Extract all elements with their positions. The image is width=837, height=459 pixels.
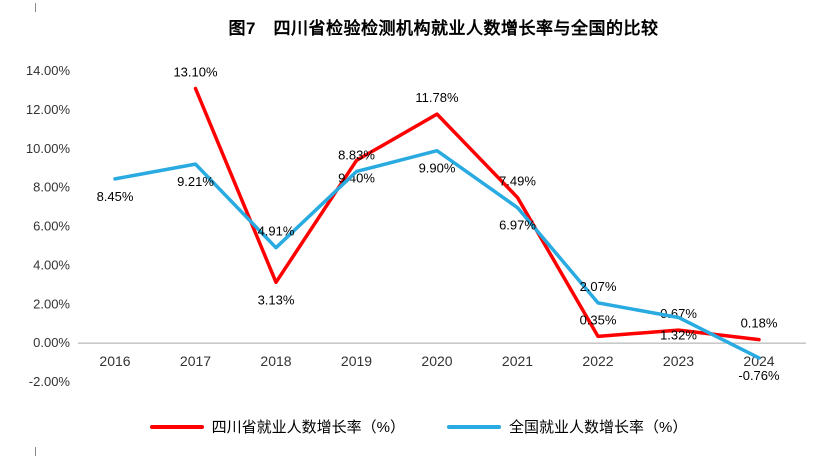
x-axis-tick-label: 2023 (663, 353, 694, 369)
data-point-label: 3.13% (258, 292, 295, 307)
x-axis-tick-label: 2024 (743, 353, 774, 369)
chart-title: 图7 四川省检验检测机构就业人数增长率与全国的比较 (228, 19, 659, 38)
x-axis-tick-label: 2018 (260, 353, 291, 369)
y-axis-tick-label: -2.00% (29, 374, 71, 389)
data-point-label: 11.78% (415, 90, 459, 105)
x-axis-tick-label: 2021 (502, 353, 533, 369)
series-line-1 (113, 148, 761, 360)
y-axis-tick-label: 8.00% (33, 180, 70, 195)
series-line-0 (193, 86, 761, 342)
data-point-label: 9.90% (419, 161, 456, 176)
data-point-label: 2.07% (580, 279, 617, 294)
data-point-label: 4.91% (258, 224, 295, 239)
legend-swatch-sichuan (149, 424, 204, 429)
data-point-label: 0.18% (741, 316, 778, 331)
y-axis-tick-label: 10.00% (26, 141, 71, 156)
y-axis-tick-label: 2.00% (33, 296, 70, 311)
legend-label-national: 全国就业人数增长率（%） (509, 419, 688, 436)
data-point-label: 1.32% (660, 327, 697, 342)
crop-mark-bottom (35, 447, 36, 456)
crop-mark-top (35, 3, 36, 12)
y-axis-tick-label: 12.00% (26, 102, 71, 117)
x-axis-tick-label: 2022 (582, 353, 613, 369)
y-axis-tick-label: 0.00% (33, 335, 70, 350)
data-point-label: 7.49% (499, 174, 536, 189)
x-axis-tick-label: 2020 (421, 353, 452, 369)
y-axis-tick-label: 14.00% (26, 63, 71, 78)
data-point-label: 8.83% (338, 147, 375, 162)
data-point-label: 8.45% (97, 189, 134, 204)
data-point-label: 6.97% (499, 218, 536, 233)
data-point-label: -0.76% (738, 368, 780, 383)
chart-legend: 四川省就业人数增长率（%） 全国就业人数增长率（%） (0, 416, 837, 437)
legend-item-national: 全国就业人数增长率（%） (447, 416, 687, 437)
data-point-label: 9.21% (177, 174, 214, 189)
x-axis-tick-label: 2017 (180, 353, 211, 369)
data-point-label: 13.10% (173, 64, 218, 79)
legend-swatch-national (447, 424, 501, 429)
x-axis-tick-label: 2016 (99, 353, 130, 369)
y-axis-tick-label: 4.00% (33, 257, 70, 272)
y-axis-tick-label: 6.00% (33, 219, 70, 234)
x-axis-tick-label: 2019 (341, 353, 372, 369)
data-point-label: 0.35% (580, 312, 617, 327)
legend-label-sichuan: 四川省就业人数增长率（%） (211, 419, 405, 436)
legend-item-sichuan: 四川省就业人数增长率（%） (149, 416, 405, 437)
